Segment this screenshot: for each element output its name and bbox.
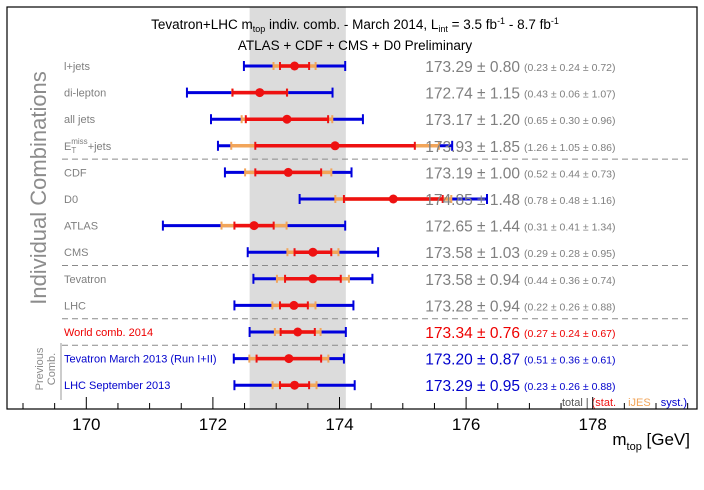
- measurement-row: all jets 173.17 ± 1.20 (0.65 ± 0.30 ± 0.96…: [64, 112, 616, 129]
- row-label: World comb. 2014: [64, 327, 153, 339]
- world-comb-band: [249, 7, 346, 409]
- central-value-marker: [308, 274, 318, 284]
- row-label: CMS: [64, 247, 88, 259]
- chart-subtitle: ATLAS + CDF + CMS + D0 Preliminary: [238, 38, 472, 53]
- row-label: Tevatron March 2013 (Run I+II): [64, 354, 217, 366]
- row-detail: (0.78 ± 0.48 ± 1.16): [524, 195, 616, 207]
- measurement-row: Tevatron 173.58 ± 0.94 (0.44 ± 0.36 ± 0.74…: [64, 272, 616, 289]
- previous-label-line1: Previous: [34, 347, 46, 390]
- legend-stat: (stat.: [592, 397, 616, 409]
- measurement-row: LHC 173.28 ± 0.94 (0.22 ± 0.26 ± 0.88): [64, 298, 616, 315]
- previous-label-line2: Comb.: [46, 353, 58, 385]
- row-detail: (1.26 ± 1.05 ± 0.86): [524, 142, 616, 154]
- measurement-row: ATLAS 172.65 ± 1.44 (0.31 ± 0.41 ± 1.34): [64, 219, 616, 236]
- central-value-marker: [289, 300, 299, 310]
- row-value: 173.28 ± 0.94: [425, 298, 520, 315]
- row-value: 173.20 ± 0.87: [425, 352, 520, 369]
- legend-total: total: [562, 397, 583, 409]
- row-label: LHC: [64, 300, 86, 312]
- measurement-row: Tevatron March 2013 (Run I+II) 173.20 ± 0…: [64, 352, 616, 369]
- measurement-row: LHC September 2013 173.29 ± 0.95 (0.23 ± 0…: [64, 378, 616, 395]
- measurement-row: CDF 173.19 ± 1.00 (0.52 ± 0.44 ± 0.73): [64, 165, 616, 182]
- row-value: 173.58 ± 1.03: [425, 245, 520, 262]
- legend-syst: syst.): [661, 397, 687, 409]
- row-detail: (0.52 ± 0.44 ± 0.73): [524, 168, 616, 180]
- central-value-marker: [282, 114, 292, 124]
- measurement-row: CMS 173.58 ± 1.03 (0.29 ± 0.28 ± 0.95): [64, 245, 616, 262]
- row-detail: (0.22 ± 0.26 ± 0.88): [524, 301, 616, 313]
- row-label: di-lepton: [64, 88, 106, 100]
- row-value: 173.58 ± 0.94: [425, 272, 520, 289]
- legend-separator: |: [586, 397, 589, 409]
- row-detail: (0.31 ± 0.41 ± 1.34): [524, 222, 616, 234]
- central-value-marker: [290, 61, 300, 71]
- row-value: 173.29 ± 0.95: [425, 378, 520, 395]
- row-value: 174.85 ± 1.48: [425, 192, 520, 209]
- measurement-row: ETmiss+jets 173.93 ± 1.85 (1.26 ± 1.05 ± 0…: [64, 137, 616, 156]
- group-label: Individual Combinations: [26, 71, 51, 305]
- x-tick-label: 170: [72, 415, 100, 434]
- chart-title: Tevatron+LHC mtop indiv. comb. - March 2…: [151, 16, 559, 34]
- row-value: 172.74 ± 1.15: [425, 86, 520, 103]
- row-value: 173.19 ± 1.00: [425, 165, 520, 182]
- x-tick-label: 174: [325, 415, 353, 434]
- central-value-marker: [330, 141, 340, 151]
- x-tick-label: 176: [452, 415, 480, 434]
- x-tick-label: 178: [579, 415, 607, 434]
- row-value: 172.65 ± 1.44: [425, 219, 520, 236]
- row-detail: (0.44 ± 0.36 ± 0.74): [524, 275, 616, 287]
- central-value-marker: [283, 167, 293, 177]
- central-value-marker: [249, 221, 259, 231]
- legend: total | (stat. iJES syst.): [562, 397, 687, 409]
- central-value-marker: [308, 247, 318, 257]
- row-label: LHC September 2013: [64, 380, 170, 392]
- central-value-marker: [293, 327, 303, 337]
- central-value-marker: [255, 88, 265, 98]
- row-label: ATLAS: [64, 221, 98, 233]
- measurement-row: di-lepton 172.74 ± 1.15 (0.43 ± 0.06 ± 1.0…: [64, 86, 616, 103]
- row-detail: (0.29 ± 0.28 ± 0.95): [524, 248, 616, 260]
- x-axis-label: mtop [GeV]: [612, 430, 690, 453]
- measurement-row: l+jets 173.29 ± 0.80 (0.23 ± 0.24 ± 0.72): [64, 59, 616, 76]
- legend-ijes: iJES: [628, 397, 651, 409]
- row-detail: (0.27 ± 0.24 ± 0.67): [524, 328, 616, 340]
- row-value: 173.17 ± 1.20: [425, 112, 520, 129]
- row-detail: (0.23 ± 0.26 ± 0.88): [524, 381, 616, 393]
- row-label: D0: [64, 194, 78, 206]
- row-label: l+jets: [64, 61, 90, 73]
- measurement-row: World comb. 2014 173.34 ± 0.76 (0.27 ± 0.2…: [64, 325, 616, 342]
- row-detail: (0.43 ± 0.06 ± 1.07): [524, 89, 616, 101]
- measurement-row: D0 174.85 ± 1.48 (0.78 ± 0.48 ± 1.16): [64, 192, 616, 209]
- row-value: 173.93 ± 1.85: [425, 139, 520, 156]
- row-detail: (0.23 ± 0.24 ± 0.72): [524, 62, 616, 74]
- central-value-marker: [290, 380, 300, 390]
- row-value: 173.34 ± 0.76: [425, 325, 520, 342]
- row-label: ETmiss+jets: [64, 137, 112, 155]
- row-value: 173.29 ± 0.80: [425, 59, 520, 76]
- row-detail: (0.65 ± 0.30 ± 0.96): [524, 115, 616, 127]
- row-label: all jets: [64, 114, 96, 126]
- row-label: CDF: [64, 167, 87, 179]
- central-value-marker: [284, 354, 294, 364]
- row-label: Tevatron: [64, 274, 106, 286]
- row-detail: (0.51 ± 0.36 ± 0.61): [524, 355, 616, 367]
- plot-frame: [6, 6, 698, 410]
- central-value-marker: [388, 194, 398, 204]
- x-tick-label: 172: [199, 415, 227, 434]
